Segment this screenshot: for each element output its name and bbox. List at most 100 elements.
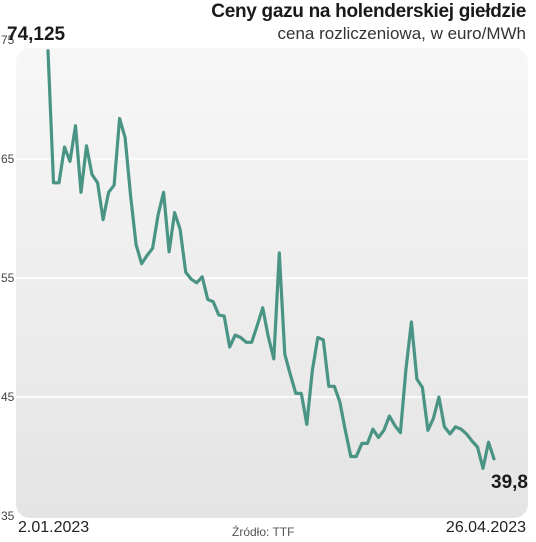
data-point [482,467,484,470]
data-point [333,385,336,388]
data-point [410,321,413,323]
data-point [394,424,396,427]
data-point [74,124,77,127]
grid-lines [16,158,528,398]
data-point [256,324,259,327]
data-point [344,429,347,432]
data-point [239,336,242,339]
y-tick-label: 55 [1,271,15,285]
data-point [449,433,451,435]
data-point [278,252,281,254]
data-point [223,315,225,317]
data-point [372,428,374,430]
data-point [124,136,126,139]
data-point [388,415,391,417]
chart-title: Ceny gazu na holenderskiej giełdzie [211,1,526,22]
data-point [173,211,176,214]
data-point [438,396,440,398]
data-point [460,428,462,430]
data-point [69,160,71,163]
data-point [432,417,435,420]
y-axis-ticks: 35 45 55 65 75 [1,33,15,523]
data-point [190,278,192,281]
data-point [250,341,253,344]
data-point [289,373,292,376]
data-point [366,442,369,445]
data-point [328,385,330,388]
data-point [322,339,325,341]
data-point [465,433,468,435]
data-point [135,243,137,246]
data-point [157,214,159,216]
data-point [91,173,93,176]
data-point [454,426,457,428]
data-point [355,455,358,458]
data-point [284,353,286,356]
data-point [234,334,236,336]
data-point [339,401,341,403]
y-tick-label: 75 [1,33,15,47]
y-tick-label: 65 [1,152,15,166]
data-point [317,336,319,339]
data-point [47,49,49,52]
data-point [350,455,352,458]
data-point [63,146,66,148]
data-point [179,228,181,230]
data-point [295,392,297,395]
data-point [58,182,60,184]
data-point [212,301,214,303]
last-value-label: 39,8 [491,472,528,493]
data-point [184,271,187,273]
chart-subtitle: cena rozliczeniowa, w euro/MWh [277,24,526,43]
data-point [399,431,402,434]
first-value-label: 74,125 [7,24,66,45]
data-point [146,254,148,257]
series-points [47,49,495,470]
data-point [85,145,88,147]
data-point [113,184,115,186]
data-point [129,195,132,197]
data-point [405,368,407,371]
series-line [46,49,496,470]
data-point [102,218,104,221]
x-end-date: 26.04.2023 [445,519,526,536]
data-point [140,262,143,265]
data-point [416,378,418,380]
data-point [80,191,82,194]
data-point [476,446,479,448]
data-point [151,247,154,250]
data-point [217,314,220,316]
data-point [300,392,303,395]
data-point [361,442,363,445]
plot-background [16,48,528,518]
data-point [471,440,473,442]
source-note: Źródło: TTF [232,525,295,539]
x-start-date: 2.01.2023 [18,519,90,536]
y-tick-label: 45 [1,390,15,404]
data-point [493,458,495,460]
data-point [118,117,121,120]
data-point [443,426,446,428]
data-point [377,436,380,439]
data-point [267,335,270,338]
data-point [487,441,490,444]
data-point [107,191,110,194]
data-point [245,341,247,344]
data-point [261,307,264,309]
y-tick-label: 35 [1,509,15,523]
data-point [228,346,231,348]
data-point [273,358,275,360]
data-point [201,276,203,278]
data-point [52,182,55,184]
data-point [383,429,385,432]
data-point [96,182,99,184]
data-point [311,370,314,372]
data-point [421,386,424,389]
data-point [195,282,198,284]
data-point [306,423,308,426]
data-point [427,429,429,432]
data-point [206,298,209,301]
data-point [168,251,170,253]
data-point [162,191,165,194]
